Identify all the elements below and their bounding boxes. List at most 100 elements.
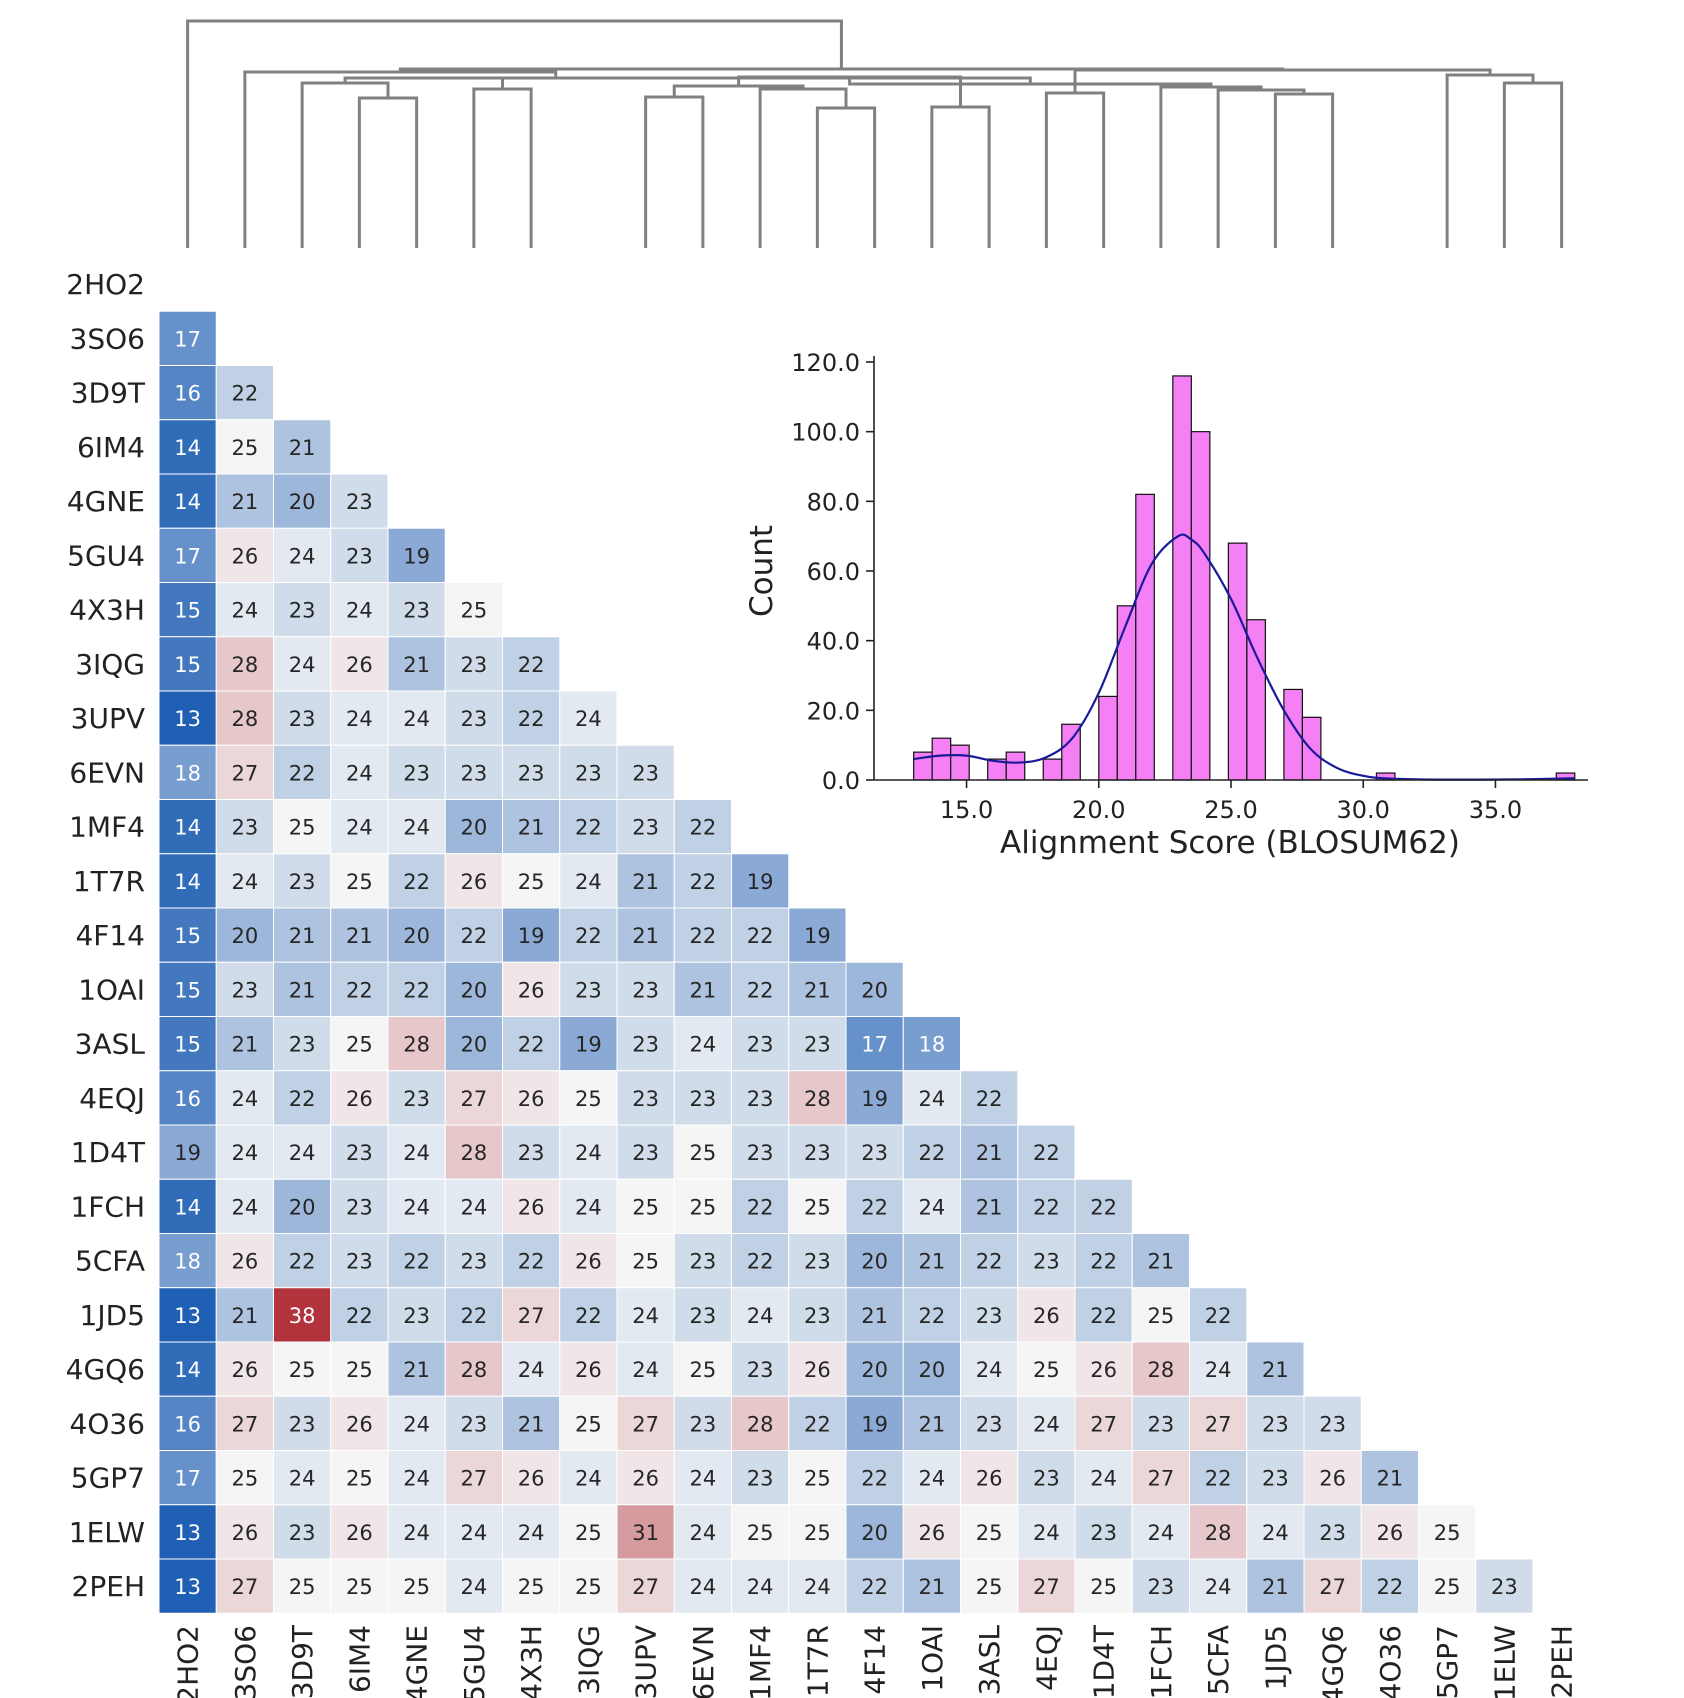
cell-value: 24 <box>575 1195 602 1219</box>
heatmap-cell <box>616 744 675 800</box>
heatmap-cell <box>960 1395 1019 1451</box>
column-label: 3ASL <box>973 1625 1006 1696</box>
heatmap-cell <box>330 582 389 638</box>
cell-value: 27 <box>518 1304 545 1328</box>
heatmap-cell <box>1074 1287 1133 1343</box>
heatmap-cell <box>845 961 904 1017</box>
heatmap-cell <box>330 1504 389 1560</box>
cell-value: 23 <box>461 1250 488 1274</box>
heatmap-cell <box>616 961 675 1017</box>
cell-value: 20 <box>289 490 316 514</box>
row-label: 5GU4 <box>67 539 145 572</box>
heatmap-cell <box>387 853 446 909</box>
cell-value: 23 <box>747 1467 774 1491</box>
cell-value: 19 <box>747 870 774 894</box>
cell-value: 22 <box>461 1304 488 1328</box>
cell-value: 25 <box>1434 1521 1461 1545</box>
heatmap-cell <box>616 1450 675 1506</box>
cell-value: 19 <box>575 1033 602 1057</box>
cell-value: 24 <box>232 1195 259 1219</box>
cell-value: 18 <box>174 761 201 785</box>
cell-value: 25 <box>346 1467 373 1491</box>
heatmap-cell <box>960 1124 1019 1180</box>
cell-value: 26 <box>632 1467 659 1491</box>
row-label: 4GNE <box>67 485 145 518</box>
cell-value: 27 <box>461 1087 488 1111</box>
y-tick-label: 80.0 <box>807 488 860 516</box>
heatmap-cell <box>731 1016 790 1072</box>
heatmap-cell <box>673 1450 732 1506</box>
heatmap-cell <box>845 1450 904 1506</box>
cell-value: 28 <box>232 653 259 677</box>
heatmap-cell <box>559 1450 618 1506</box>
cell-value: 26 <box>346 1521 373 1545</box>
heatmap-cell <box>215 1504 274 1560</box>
cell-value: 23 <box>232 978 259 1002</box>
cell-value: 24 <box>690 1033 717 1057</box>
heatmap-cell <box>215 1558 274 1614</box>
cell-value: 24 <box>919 1195 946 1219</box>
heatmap-cell <box>1360 1504 1419 1560</box>
heatmap-cell <box>387 1558 446 1614</box>
cell-value: 25 <box>289 816 316 840</box>
heatmap-cell <box>273 1341 332 1397</box>
cell-value: 23 <box>804 1304 831 1328</box>
cell-value: 24 <box>461 1195 488 1219</box>
heatmap-cell <box>215 636 274 692</box>
cell-value: 14 <box>174 1358 201 1382</box>
cell-value: 19 <box>861 1412 888 1436</box>
dendrogram-link <box>644 95 705 248</box>
heatmap-cell <box>616 1070 675 1126</box>
heatmap-cell <box>158 473 217 529</box>
heatmap-cell <box>215 853 274 909</box>
cell-value: 22 <box>575 924 602 948</box>
row-label: 5GP7 <box>71 1462 145 1495</box>
heatmap-cell <box>1303 1558 1362 1614</box>
row-label: 1ELW <box>69 1516 145 1549</box>
cell-value: 23 <box>690 1250 717 1274</box>
cell-value: 22 <box>518 653 545 677</box>
cell-value: 13 <box>174 1304 201 1328</box>
cell-value: 19 <box>804 924 831 948</box>
cell-value: 26 <box>346 653 373 677</box>
heatmap-cell <box>559 1341 618 1397</box>
cell-value: 23 <box>403 1087 430 1111</box>
heatmap-cell <box>1074 1233 1133 1289</box>
heatmap-cell <box>273 1178 332 1234</box>
cell-value: 21 <box>919 1575 946 1599</box>
heatmap-cell <box>215 690 274 746</box>
row-labels: 2HO2 3SO6 3D9T 6IM4 4GNE 5GU4 4X3H 3IQG 3UPV 6EVN… <box>66 268 146 1603</box>
column-label: 4EQJ <box>1030 1625 1063 1691</box>
heatmap-cell <box>273 1450 332 1506</box>
cell-value: 26 <box>232 544 259 568</box>
cell-value: 23 <box>632 1141 659 1165</box>
heatmap-cell <box>616 1233 675 1289</box>
cell-value: 27 <box>632 1412 659 1436</box>
cell-value: 23 <box>976 1412 1003 1436</box>
cell-value: 17 <box>174 327 201 351</box>
histogram-bar <box>1190 431 1211 781</box>
heatmap-cell <box>788 1124 847 1180</box>
cell-value: 27 <box>1319 1575 1346 1599</box>
cell-value: 23 <box>461 761 488 785</box>
heatmap-cell <box>273 799 332 855</box>
cell-value: 23 <box>976 1304 1003 1328</box>
heatmap-cell <box>387 1287 446 1343</box>
heatmap-cell <box>215 1287 274 1343</box>
histogram-bar <box>1116 605 1137 781</box>
heatmap-cell <box>444 1178 503 1234</box>
dendrogram <box>186 19 1564 248</box>
y-axis-label: Count <box>744 525 780 617</box>
row-label: 5CFA <box>75 1245 145 1278</box>
heatmap-cell <box>1017 1450 1076 1506</box>
cell-value: 22 <box>575 1304 602 1328</box>
x-tick-label: 30.0 <box>1337 796 1390 824</box>
cell-value: 23 <box>861 1141 888 1165</box>
cell-value: 27 <box>1033 1575 1060 1599</box>
heatmap-cell <box>788 1178 847 1234</box>
cell-value: 22 <box>403 978 430 1002</box>
cell-value: 22 <box>1205 1467 1232 1491</box>
heatmap-cell <box>158 690 217 746</box>
column-label: 3IQG <box>572 1625 605 1695</box>
cell-value: 25 <box>575 1521 602 1545</box>
